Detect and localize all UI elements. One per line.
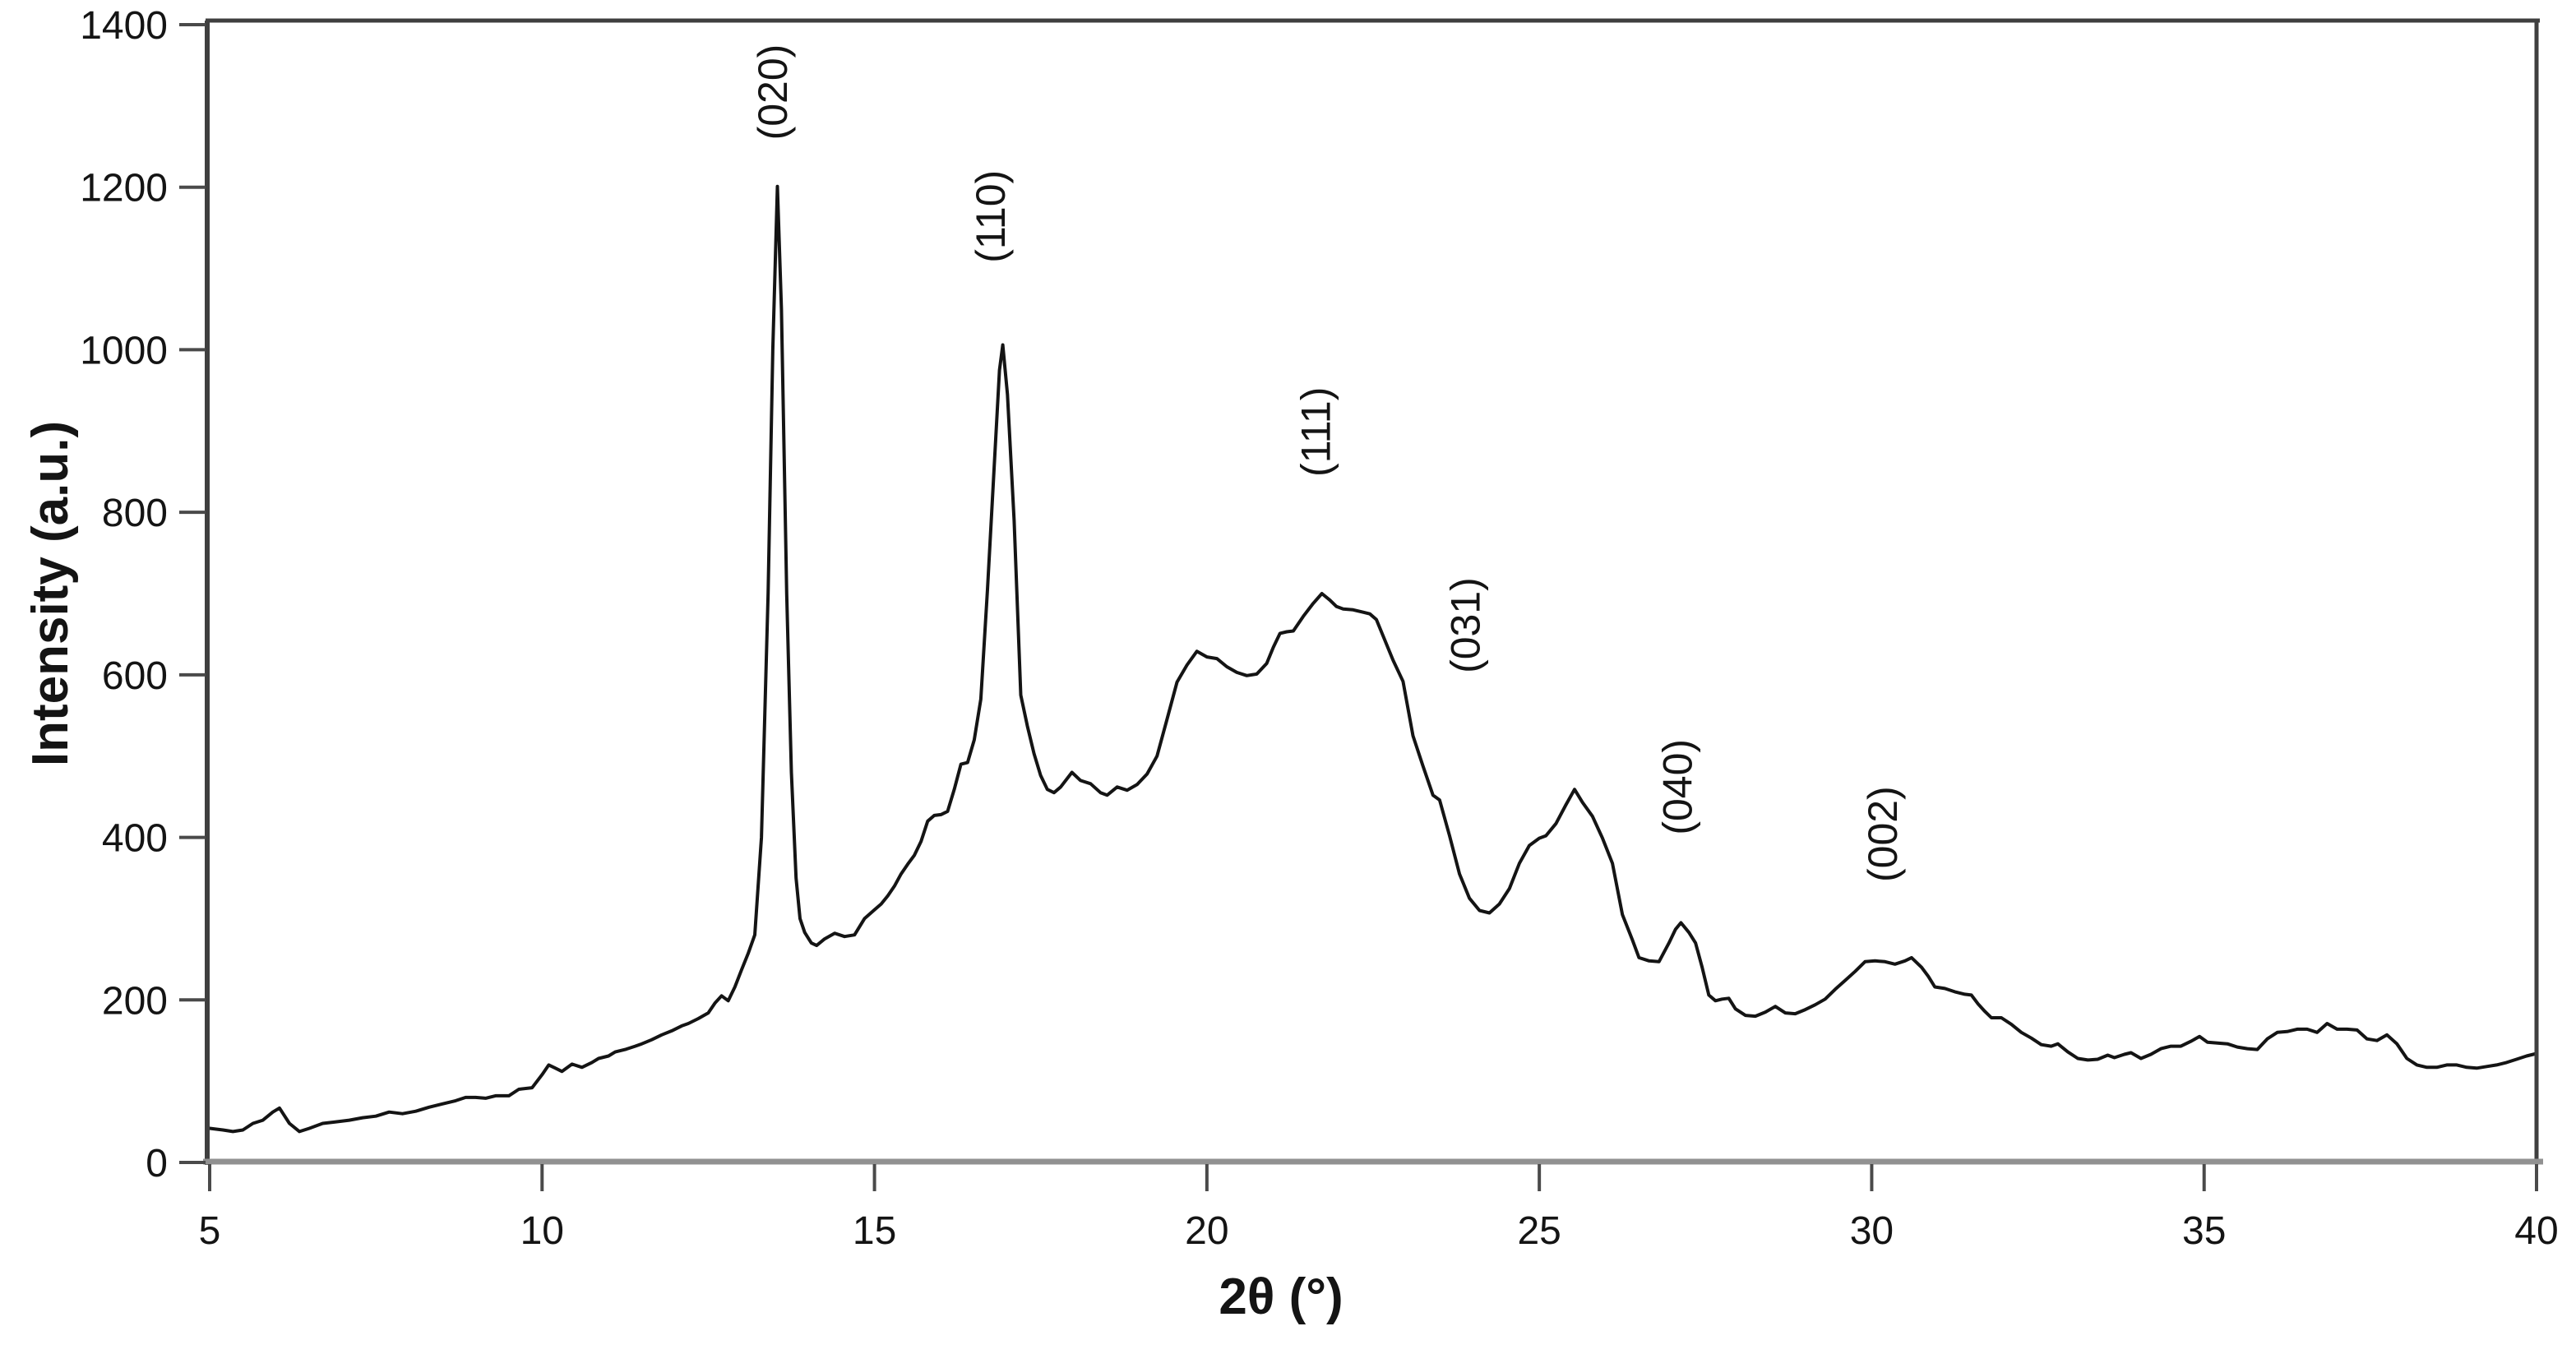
x-axis-tick-label: 40 — [2514, 1209, 2558, 1253]
peak-annotation-020: (020) — [750, 44, 796, 141]
axis-ticks-layer — [179, 23, 2538, 1191]
y-axis-tick-label: 600 — [102, 654, 168, 698]
curve-layer — [208, 184, 2538, 1134]
y-axis-tick-label: 1200 — [80, 167, 168, 210]
x-axis-tick-label: 5 — [199, 1209, 221, 1253]
x-axis-tick-label: 35 — [2182, 1209, 2226, 1253]
x-axis-tick-label: 30 — [1850, 1209, 1894, 1253]
xrd-curve — [208, 184, 2538, 1134]
x-axis-tick-label: 10 — [520, 1209, 564, 1253]
y-axis-title: Intensity (a.u.) — [22, 421, 79, 766]
x-axis-tick-label: 25 — [1517, 1209, 1561, 1253]
peak-annotation-111: (111) — [1293, 387, 1339, 477]
peak-annotation-002: (002) — [1860, 786, 1906, 882]
y-axis-tick-label: 400 — [102, 817, 168, 861]
y-axis-tick-label: 0 — [146, 1142, 168, 1185]
y-axis-tick-label: 200 — [102, 979, 168, 1023]
x-axis-tick-label: 20 — [1185, 1209, 1228, 1253]
x-axis-tick-label: 15 — [853, 1209, 896, 1253]
x-axis-title: 2θ (°) — [1219, 1269, 1343, 1325]
peak-annotation-031: (031) — [1442, 577, 1488, 673]
peak-annotations-layer: (020) (110) (111) (031) (040) (002) — [750, 44, 1906, 882]
y-axis-tick-label: 800 — [102, 492, 168, 535]
peak-annotation-040: (040) — [1654, 739, 1700, 835]
y-axis-tick-label: 1400 — [80, 4, 168, 48]
peak-annotation-110: (110) — [968, 170, 1014, 263]
y-axis-tick-label: 1000 — [80, 329, 168, 372]
plot-frame — [203, 18, 2543, 1165]
